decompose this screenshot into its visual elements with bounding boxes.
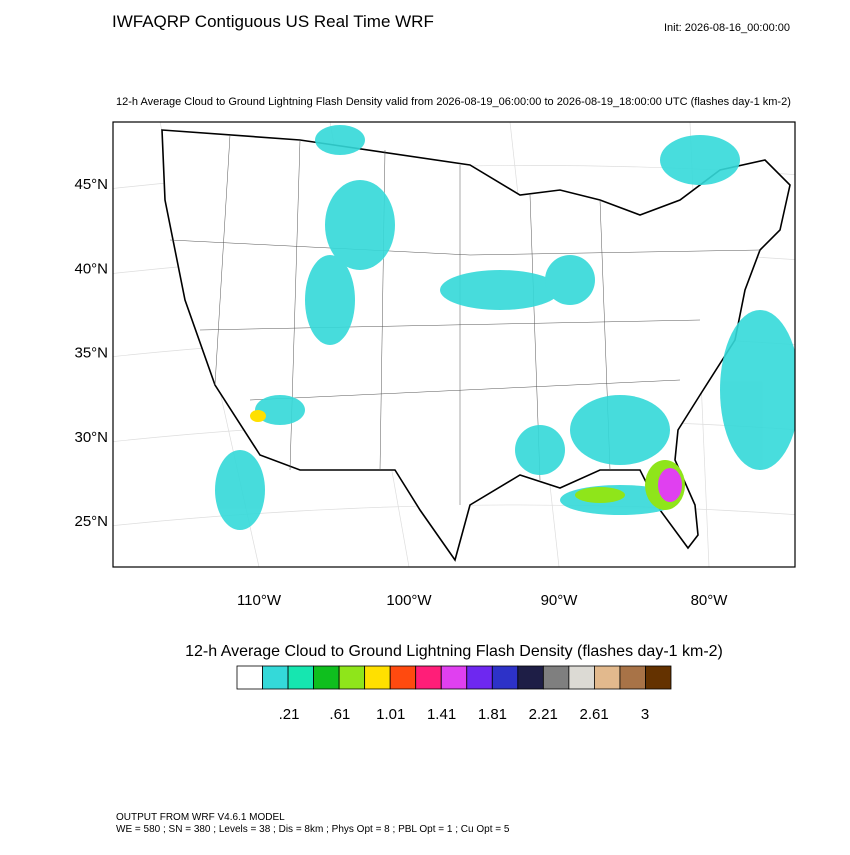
colorbar-box [262,665,289,690]
colorbar-box [389,665,417,690]
lat-label: 35°N [74,345,108,362]
lat-label: 45°N [74,176,108,193]
colorbar-label: .61 [329,706,350,723]
colorbar-label: 1.41 [427,706,456,723]
lat-label: 30°N [74,429,108,446]
colorbar-box [364,665,391,690]
colorbar-label: .21 [279,706,300,723]
colorbar-box [594,665,621,690]
colorbar-box [440,665,468,690]
colorbar-box [415,665,442,690]
init-time: Init: 2026-08-16_00:00:00 [664,22,790,34]
lon-label: 100°W [386,592,432,609]
colorbar-box [645,665,672,690]
colorbar-box [236,665,263,690]
lat-label: 40°N [74,260,108,277]
colorbar-title: 12-h Average Cloud to Ground Lightning F… [185,643,723,660]
subtitle: 12-h Average Cloud to Ground Lightning F… [116,96,791,108]
lon-label: 90°W [541,592,579,609]
map: 45°N 40°N 35°N 30°N 25°N 110°W 100°W 90°W 80°W [74,121,796,609]
lat-labels: 45°N 40°N 35°N 30°N 25°N [74,176,108,530]
colorbar-box [568,665,595,690]
colorbar-label: 1.01 [376,706,405,723]
colorbar-box [338,665,366,690]
colorbar-box [466,665,493,690]
colorbar-label: 3 [641,706,649,723]
colorbar-label: 2.61 [580,706,609,723]
colorbar-box [542,665,570,690]
map-frame [112,121,796,568]
colorbar-box [313,665,340,690]
footer-line: OUTPUT FROM WRF V4.6.1 MODEL [116,812,285,823]
colorbar-label: 2.21 [529,706,558,723]
colorbar [236,665,672,690]
flash-peaks [250,410,685,510]
lon-label: 110°W [237,592,282,609]
lat-label: 25°N [74,513,108,530]
footer-line: WE = 580 ; SN = 380 ; Levels = 38 ; Dis … [116,824,510,835]
flash-areas [215,125,795,530]
colorbar-box [287,665,314,690]
lon-label: 80°W [691,592,729,609]
colorbar-labels: .21 .61 1.01 1.41 1.81 2.21 2.61 3 [279,706,650,723]
colorbar-label: 1.81 [478,706,507,723]
colorbar-box [491,665,519,690]
lon-labels: 110°W 100°W 90°W 80°W [237,592,728,609]
title: IWFAQRP Contiguous US Real Time WRF [112,12,434,31]
colorbar-box [517,665,544,690]
colorbar-box [619,665,646,690]
